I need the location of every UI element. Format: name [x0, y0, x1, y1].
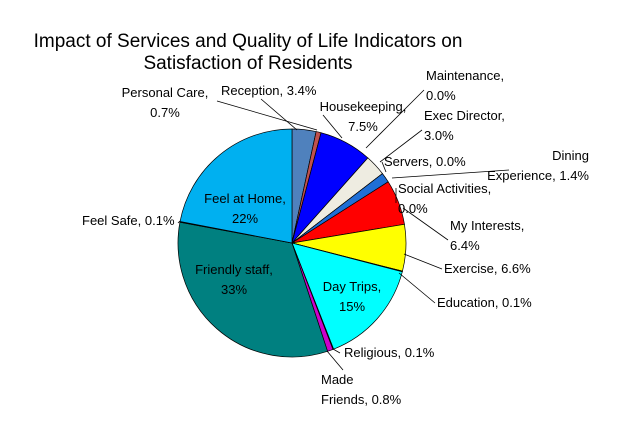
chart-title-line-1: Impact of Services and Quality of Life I… — [34, 31, 463, 52]
leader-line-exercise — [403, 253, 443, 270]
slice-label-religious: Religious, 0.1% — [344, 345, 435, 360]
slice-label-housekeeping: Housekeeping, 7.5% — [320, 99, 407, 134]
slice-labels: Reception, 3.4% Personal Care, 0.7% Houseke… — [82, 68, 589, 407]
leader-line-religious — [332, 348, 341, 354]
pie-slice-friendly-staff — [177, 221, 328, 358]
leader-line-reception — [260, 98, 298, 131]
leader-line-servers — [381, 161, 387, 173]
leader-line-maintenance — [365, 89, 425, 149]
slice-label-day-trips: Day Trips, 15% — [323, 279, 382, 314]
slice-label-personal-care: Personal Care, 0.7% — [122, 85, 209, 120]
chart-title-line-2: Satisfaction of Residents — [143, 53, 352, 74]
slice-label-made-friends: Made Friends, 0.8% — [321, 372, 402, 407]
slice-label-feel-at-home: Feel at Home, 22% — [204, 191, 286, 226]
slice-label-servers: Servers, 0.0% — [384, 154, 466, 169]
leader-line-dining-experience — [391, 169, 510, 179]
slice-label-my-interests: My Interests, 6.4% — [450, 218, 524, 253]
slice-label-maintenance: Maintenance, 0.0% — [426, 68, 504, 103]
leader-line-exec-director — [379, 129, 423, 163]
leader-line-housekeeping — [322, 114, 343, 139]
slice-label-social-activities: Social Activities, 0.0% — [398, 181, 491, 216]
slice-label-dining-experience: Dining Experience, 1.4% — [487, 148, 589, 183]
slice-label-reception: Reception, 3.4% — [221, 83, 317, 98]
leader-line-feel-safe — [177, 220, 181, 224]
leader-lines — [177, 89, 510, 371]
slice-label-feel-safe: Feel Safe, 0.1% — [82, 213, 175, 228]
pie-slice-feel-at-home — [179, 128, 293, 244]
pie-slices — [177, 128, 407, 358]
slice-label-exec-director: Exec Director, 3.0% — [424, 108, 505, 143]
slice-label-education: Education, 0.1% — [437, 295, 532, 310]
slice-label-friendly-staff: Friendly staff, 33% — [195, 262, 273, 297]
leader-line-personal-care — [216, 100, 318, 131]
slice-label-exercise: Exercise, 6.6% — [444, 261, 531, 276]
leader-line-my-interests — [402, 207, 449, 241]
leader-line-made-friends — [326, 350, 344, 371]
pie-slice-day-trips — [291, 242, 403, 350]
leader-line-education — [398, 272, 436, 304]
